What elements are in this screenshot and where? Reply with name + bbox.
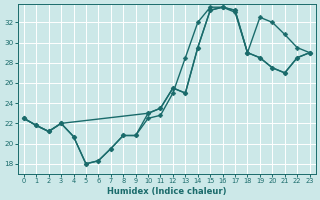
X-axis label: Humidex (Indice chaleur): Humidex (Indice chaleur) [107,187,227,196]
